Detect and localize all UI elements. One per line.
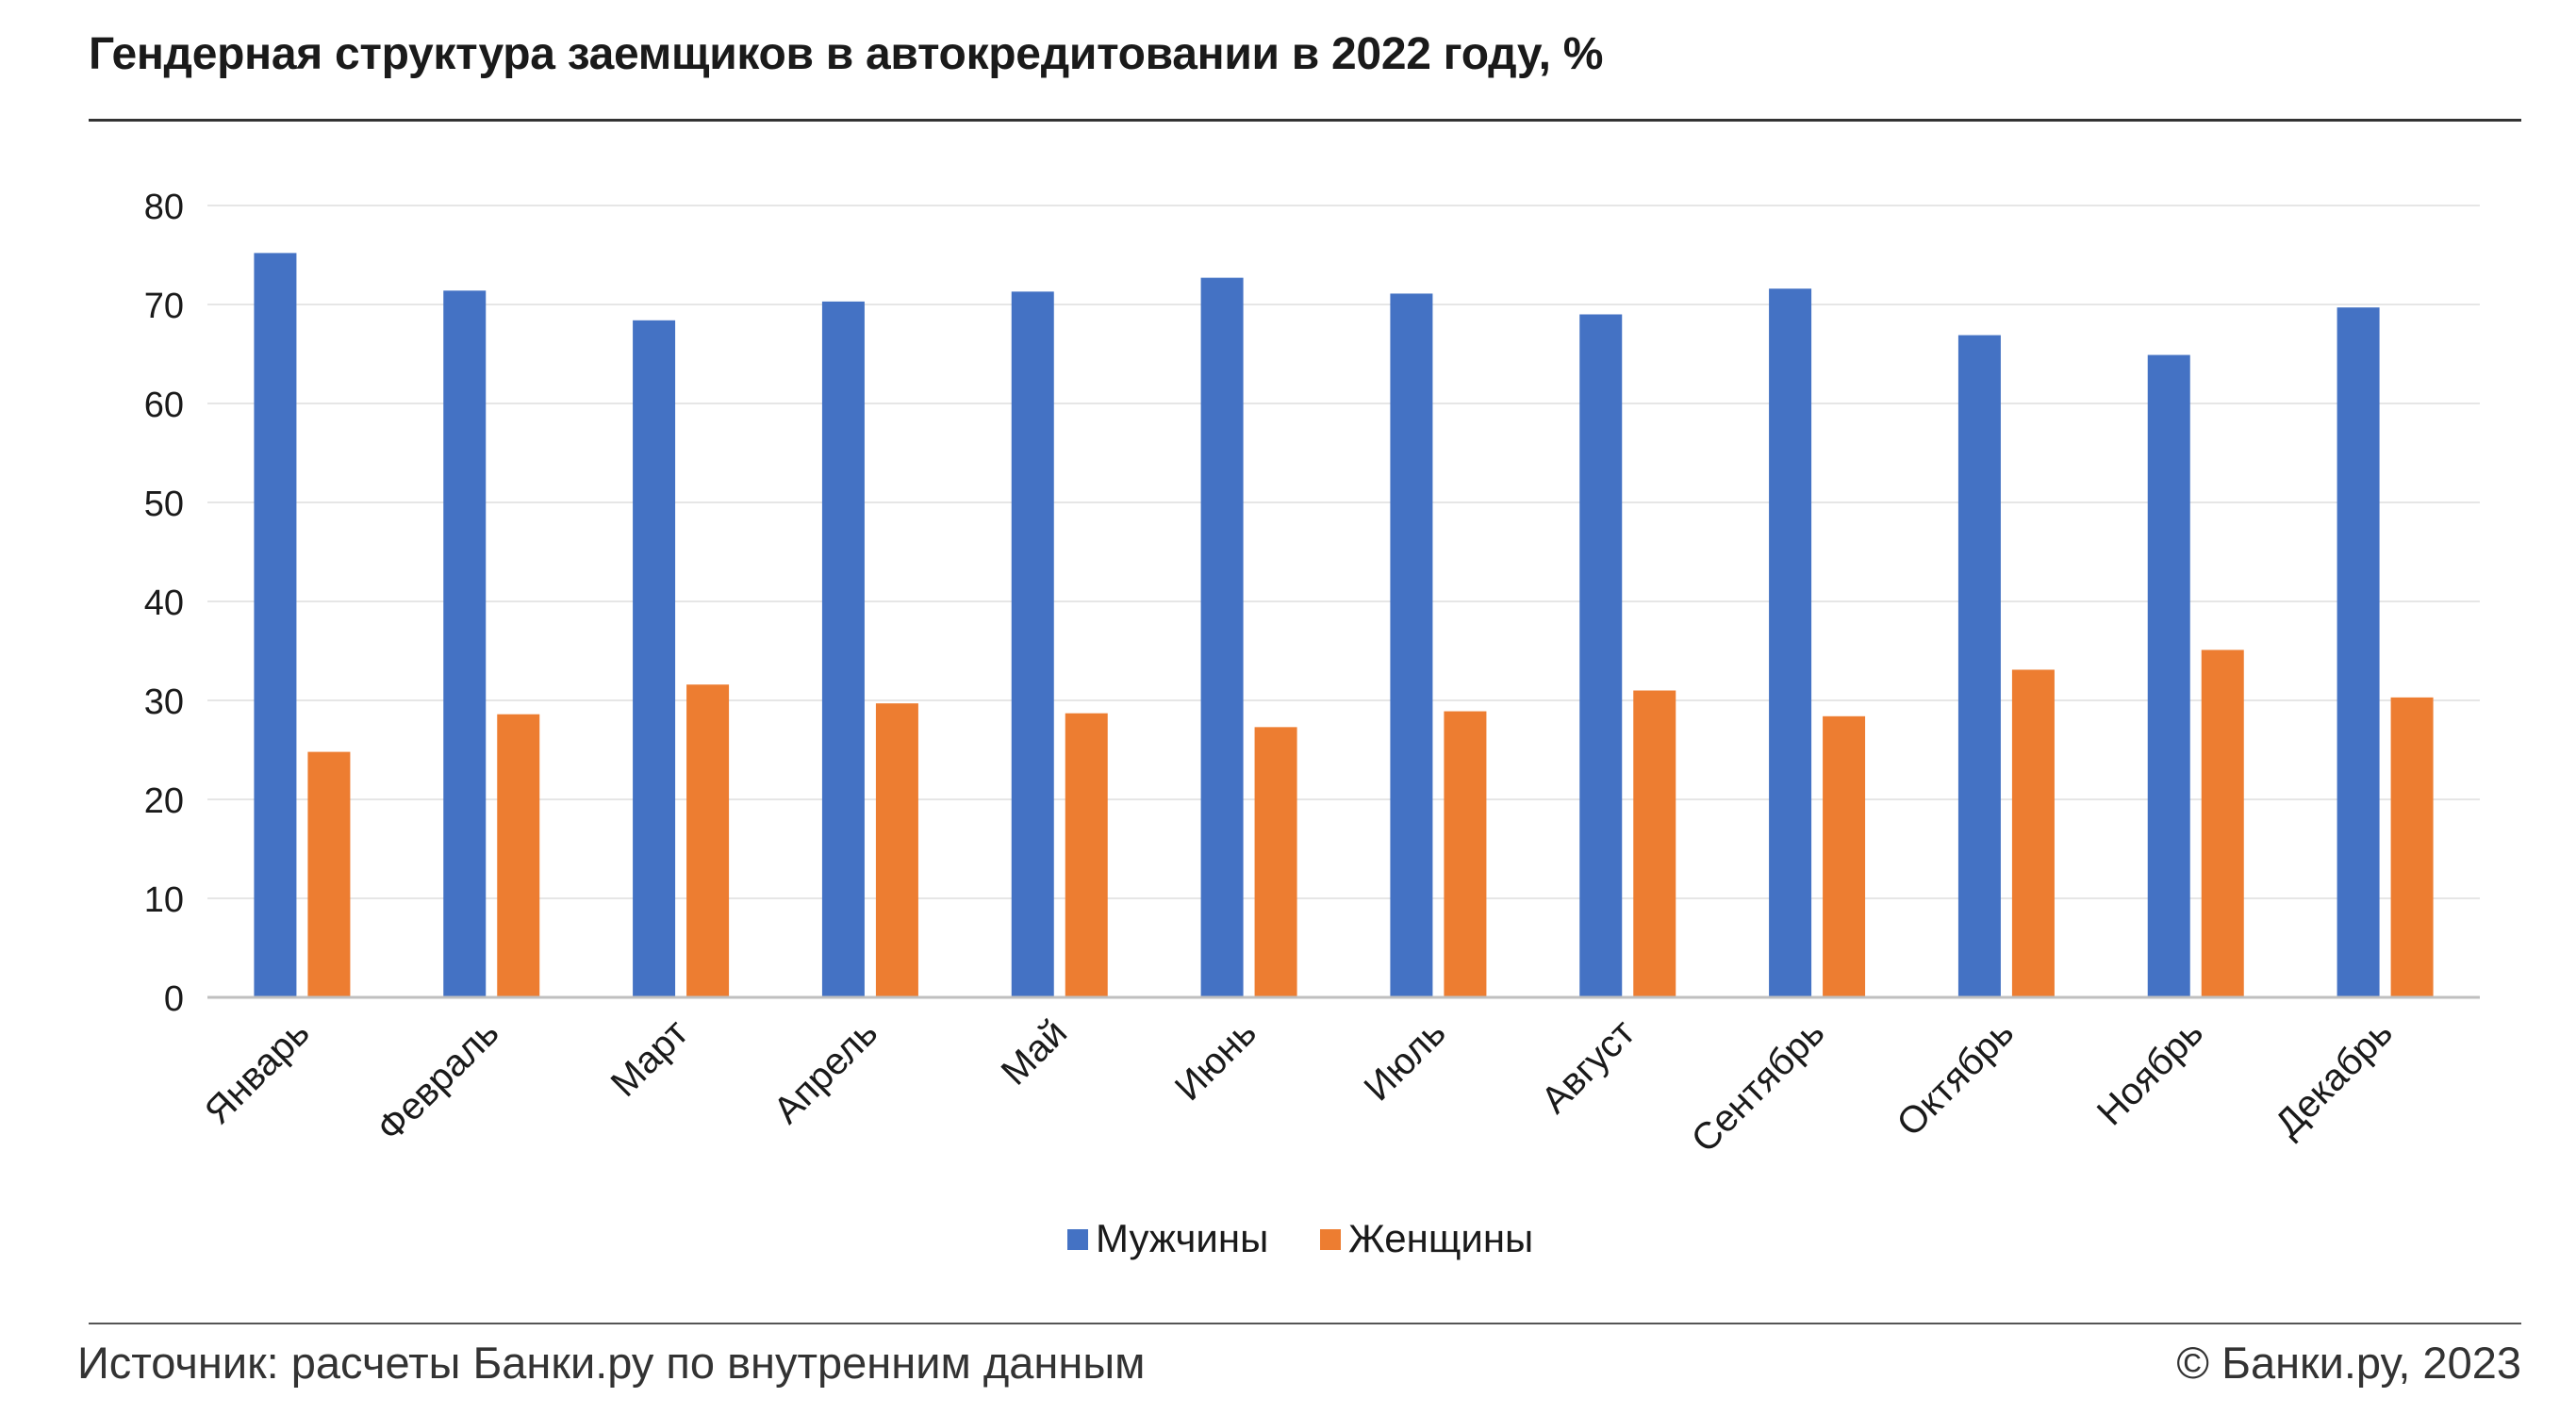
x-tick-label: Июль — [1356, 1011, 1453, 1109]
bar-men — [2147, 354, 2190, 997]
y-tick-label: 70 — [144, 287, 184, 326]
bar-women — [686, 684, 730, 997]
bar-women — [2201, 649, 2244, 997]
bar-women — [875, 703, 918, 997]
y-tick-label: 20 — [144, 781, 184, 821]
x-tick-label: Август — [1533, 1011, 1643, 1121]
title-divider — [89, 119, 2521, 122]
bar-men — [254, 253, 297, 997]
x-tick-label: Май — [994, 1011, 1076, 1093]
x-tick-label: Июнь — [1167, 1011, 1264, 1109]
bar-men — [1390, 293, 1433, 997]
bar-women — [1633, 690, 1676, 997]
bar-men — [1957, 335, 2001, 997]
bar-men — [633, 320, 676, 997]
footer-divider — [89, 1323, 2521, 1324]
bar-women — [497, 714, 540, 997]
bar-men — [1579, 314, 1623, 997]
y-tick-label: 60 — [144, 386, 184, 425]
x-tick-label: Ноябрь — [2089, 1011, 2211, 1133]
x-tick-label: Октябрь — [1890, 1011, 2023, 1144]
legend-swatch-men — [1067, 1229, 1088, 1250]
legend-label-men: Мужчины — [1096, 1216, 1268, 1260]
bar-chart: 0 10 20 30 40 50 60 70 80 Январь Февраль Март Апрель… — [144, 188, 2480, 1260]
bar-women — [307, 751, 351, 997]
y-tick-label: 0 — [164, 979, 184, 1019]
x-tick-label: Январь — [197, 1011, 318, 1132]
source-note: Источник: расчеты Банки.ру по внутренним… — [77, 1338, 1146, 1388]
y-tick-label: 30 — [144, 682, 184, 722]
y-tick-label: 40 — [144, 584, 184, 623]
x-tick-label: Март — [603, 1011, 697, 1105]
x-tick-label: Февраль — [370, 1011, 507, 1149]
bar-men — [2337, 307, 2380, 997]
y-tick-label: 10 — [144, 880, 184, 920]
y-tick-label: 50 — [144, 485, 184, 524]
legend-swatch-women — [1320, 1229, 1341, 1250]
copyright-note: © Банки.ру, 2023 — [2176, 1338, 2521, 1388]
x-tick-label: Апрель — [766, 1011, 885, 1131]
bar-men — [1769, 288, 1812, 997]
bar-women — [2390, 697, 2434, 997]
bar-men — [1011, 291, 1054, 998]
bar-women — [2011, 669, 2055, 997]
bar-men — [821, 301, 865, 998]
bar-women — [1065, 713, 1108, 997]
x-tick-label: Декабрь — [2268, 1011, 2401, 1144]
bar-men — [443, 290, 487, 997]
bar-women — [1254, 727, 1297, 997]
x-tick-label: Сентябрь — [1684, 1011, 1833, 1160]
bar-men — [1200, 277, 1244, 997]
legend-label-women: Женщины — [1348, 1216, 1533, 1260]
y-tick-label: 80 — [144, 188, 184, 227]
chart-title: Гендерная структура заемщиков в автокред… — [89, 29, 1604, 79]
bar-women — [1823, 715, 1866, 997]
bar-women — [1444, 711, 1487, 997]
